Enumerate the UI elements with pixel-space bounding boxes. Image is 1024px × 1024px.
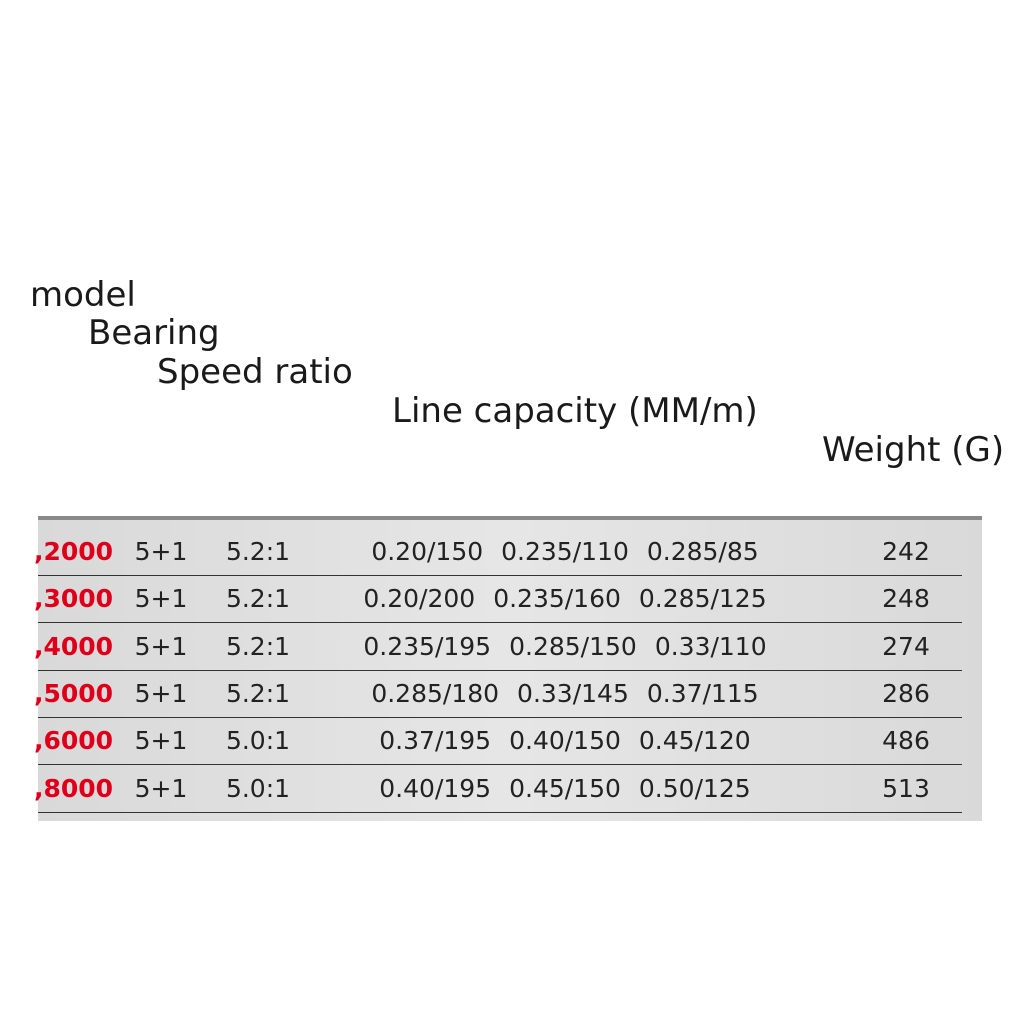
capacity-cell: 0.235/195 0.285/150 0.33/110 bbox=[363, 623, 766, 670]
model-cell: ,6000 bbox=[34, 726, 114, 756]
header-line-capacity: Line capacity (MM/m) bbox=[392, 391, 758, 431]
capacity-value: 0.33/145 bbox=[517, 678, 629, 708]
capacity-value: 0.45/120 bbox=[638, 726, 751, 756]
ratio-cell: 5.0:1 bbox=[225, 726, 291, 756]
capacity-value: 0.285/125 bbox=[638, 584, 767, 614]
capacity-value: 0.235/110 bbox=[501, 537, 629, 566]
header-weight: Weight (G) bbox=[822, 430, 1005, 470]
weight-cell: 242 bbox=[882, 537, 930, 566]
capacity-cell: 0.20/200 0.235/160 0.285/125 bbox=[363, 575, 766, 622]
bearing-cell: 5+1 bbox=[134, 773, 188, 803]
weight-cell: 286 bbox=[882, 678, 930, 708]
model-cell: ,3000 bbox=[34, 584, 114, 614]
weight-cell: 274 bbox=[882, 631, 930, 661]
capacity-value: 0.50/125 bbox=[638, 773, 751, 803]
capacity-cell: 0.37/195 0.40/150 0.45/120 bbox=[379, 717, 750, 764]
spec-table: ,2000 5+1 5.2:1 0.20/150 0.235/110 0.285/85 24… bbox=[34, 516, 982, 821]
table-row: ,4000 5+1 5.2:1 0.235/195 0.285/150 0.33/110 2… bbox=[34, 623, 962, 671]
capacity-value: 0.37/195 bbox=[379, 726, 492, 756]
capacity-value: 0.285/180 bbox=[371, 678, 500, 708]
header-bearing: Bearing bbox=[88, 313, 220, 353]
model-cell: ,2000 bbox=[34, 537, 114, 566]
capacity-value: 0.20/200 bbox=[363, 584, 476, 614]
capacity-cell: 0.20/150 0.235/110 0.285/85 bbox=[371, 528, 758, 575]
capacity-value: 0.20/150 bbox=[371, 537, 484, 566]
table-row: ,3000 5+1 5.2:1 0.20/200 0.235/160 0.285/125 2… bbox=[34, 575, 962, 624]
table-row: ,5000 5+1 5.2:1 0.285/180 0.33/145 0.37/115 28… bbox=[34, 670, 962, 718]
weight-cell: 248 bbox=[882, 584, 930, 614]
capacity-value: 0.33/110 bbox=[654, 631, 767, 661]
capacity-value: 0.40/195 bbox=[379, 773, 492, 803]
header-speed-ratio: Speed ratio bbox=[157, 352, 353, 392]
capacity-value: 0.285/150 bbox=[509, 631, 637, 661]
capacity-value: 0.37/115 bbox=[646, 678, 759, 708]
ratio-cell: 5.2:1 bbox=[225, 537, 291, 566]
capacity-value: 0.45/150 bbox=[509, 773, 621, 803]
header-model: model bbox=[30, 275, 136, 315]
capacity-value: 0.235/160 bbox=[493, 584, 621, 614]
bearing-cell: 5+1 bbox=[134, 678, 188, 708]
bearing-cell: 5+1 bbox=[134, 631, 188, 661]
capacity-cell: 0.40/195 0.45/150 0.50/125 bbox=[379, 765, 750, 812]
bearing-cell: 5+1 bbox=[134, 584, 188, 614]
capacity-value: 0.40/150 bbox=[509, 726, 621, 756]
table-row: ,8000 5+1 5.0:1 0.40/195 0.45/150 0.50/125 513 bbox=[34, 765, 962, 813]
capacity-value: 0.235/195 bbox=[363, 631, 492, 661]
ratio-cell: 5.2:1 bbox=[225, 631, 291, 661]
bearing-cell: 5+1 bbox=[134, 537, 188, 566]
capacity-value: 0.285/85 bbox=[646, 537, 759, 566]
model-cell: ,5000 bbox=[34, 678, 114, 708]
model-cell: ,4000 bbox=[34, 631, 114, 661]
model-cell: ,8000 bbox=[34, 773, 114, 803]
table-row: ,2000 5+1 5.2:1 0.20/150 0.235/110 0.285/85 24… bbox=[34, 528, 962, 576]
table-row: ,6000 5+1 5.0:1 0.37/195 0.40/150 0.45/120 486 bbox=[34, 717, 962, 766]
capacity-cell: 0.285/180 0.33/145 0.37/115 bbox=[371, 670, 758, 717]
ratio-cell: 5.2:1 bbox=[225, 678, 291, 708]
weight-cell: 513 bbox=[882, 773, 930, 803]
ratio-cell: 5.0:1 bbox=[225, 773, 291, 803]
bearing-cell: 5+1 bbox=[134, 726, 188, 756]
ratio-cell: 5.2:1 bbox=[225, 584, 291, 614]
weight-cell: 486 bbox=[882, 726, 930, 756]
